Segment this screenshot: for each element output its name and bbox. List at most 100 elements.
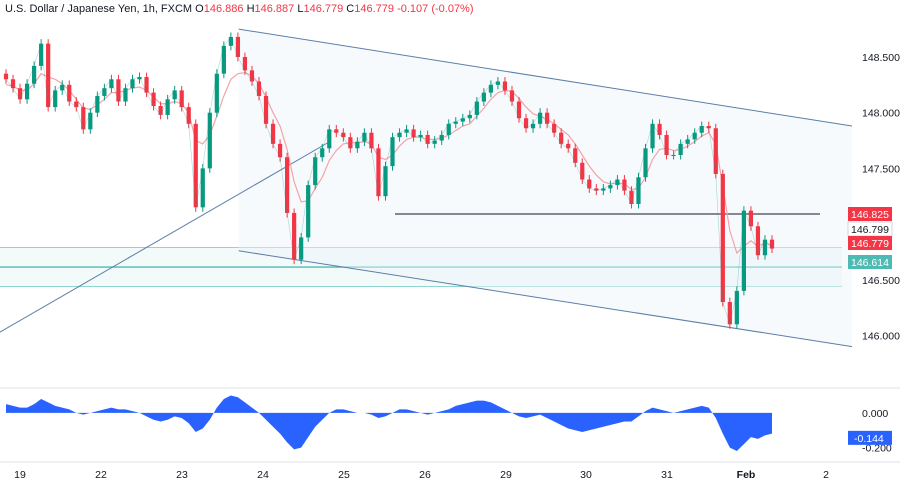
candle-body bbox=[327, 129, 332, 149]
candle bbox=[573, 143, 578, 168]
price-tick-label: 148.500 bbox=[862, 52, 900, 64]
candle-body bbox=[481, 92, 486, 102]
candle bbox=[263, 91, 269, 129]
candle bbox=[692, 128, 697, 144]
candle-body bbox=[446, 123, 451, 135]
candle-body bbox=[137, 77, 142, 80]
candle bbox=[144, 72, 149, 98]
candle bbox=[24, 79, 30, 104]
price-tag-box bbox=[848, 207, 892, 221]
candle bbox=[137, 72, 142, 84]
candle-body bbox=[214, 73, 219, 113]
candle bbox=[320, 143, 325, 162]
candle-body bbox=[95, 95, 100, 113]
candle bbox=[277, 139, 283, 162]
candle bbox=[636, 172, 641, 209]
candle bbox=[362, 128, 367, 147]
price-tag-label: 146.779 bbox=[851, 238, 889, 250]
candle bbox=[390, 132, 395, 171]
candle bbox=[537, 108, 543, 129]
candle-body bbox=[495, 81, 501, 85]
candle bbox=[397, 128, 402, 142]
candle-body bbox=[144, 77, 149, 93]
candle bbox=[32, 61, 37, 89]
candle-body bbox=[299, 237, 304, 260]
candle-body bbox=[502, 81, 508, 91]
candle-body bbox=[580, 162, 585, 180]
low-value: 146.779 bbox=[303, 3, 344, 15]
candle bbox=[81, 102, 86, 134]
candle bbox=[249, 65, 255, 86]
candle-body bbox=[727, 302, 732, 325]
candle-body bbox=[39, 43, 44, 66]
candle bbox=[495, 77, 501, 90]
candle bbox=[235, 32, 241, 62]
candle-body bbox=[755, 226, 761, 256]
candle-body bbox=[123, 88, 128, 102]
candle bbox=[481, 88, 486, 106]
candle-body bbox=[594, 188, 599, 191]
price-axis: 148.500 148.000 147.500 146.500 146.000 146.8… bbox=[847, 52, 900, 342]
candle-body bbox=[17, 88, 23, 100]
close-value: 146.779 bbox=[354, 3, 395, 15]
candle bbox=[292, 208, 297, 265]
candle-body bbox=[109, 79, 114, 89]
candle-body bbox=[397, 132, 402, 138]
candle-body bbox=[425, 134, 430, 144]
candle bbox=[622, 175, 627, 196]
candle bbox=[552, 119, 557, 138]
candle bbox=[516, 97, 522, 123]
price-tag-box bbox=[848, 236, 892, 250]
candle-body bbox=[341, 132, 346, 138]
candle-body bbox=[566, 143, 571, 149]
candle bbox=[242, 52, 248, 75]
candle-body bbox=[242, 56, 248, 71]
candle bbox=[720, 169, 725, 307]
time-tick-label: 2 bbox=[823, 469, 829, 481]
candle-body bbox=[221, 45, 226, 74]
candle-body bbox=[207, 112, 212, 169]
price-tag: 146.614 bbox=[848, 255, 892, 269]
channel-fill bbox=[238, 29, 852, 347]
candle-body bbox=[509, 90, 515, 102]
candle bbox=[699, 121, 704, 138]
candle bbox=[629, 186, 634, 209]
candle-body bbox=[263, 95, 269, 124]
candle-body bbox=[608, 185, 613, 189]
candle bbox=[256, 77, 262, 101]
candle-body bbox=[46, 43, 51, 108]
candle bbox=[95, 91, 100, 118]
candle-body bbox=[474, 101, 479, 115]
candle-body bbox=[348, 137, 353, 149]
candle bbox=[186, 102, 191, 129]
candle bbox=[678, 139, 683, 160]
candle bbox=[3, 69, 9, 84]
candle bbox=[172, 85, 177, 104]
candle bbox=[474, 97, 479, 120]
candle-body bbox=[467, 114, 472, 119]
candle-body bbox=[320, 148, 325, 158]
candle bbox=[566, 139, 571, 153]
candles bbox=[3, 32, 775, 329]
candle bbox=[769, 235, 775, 254]
candle bbox=[734, 286, 739, 329]
candle-body bbox=[165, 99, 170, 115]
candle bbox=[341, 128, 346, 142]
candle-body bbox=[657, 123, 662, 135]
time-tick-label: 31 bbox=[661, 469, 673, 481]
price-tick-label: 147.500 bbox=[862, 163, 900, 175]
price-tag-label: 146.799 bbox=[851, 224, 889, 236]
candle-body bbox=[678, 143, 683, 156]
price-tag: 146.779 bbox=[848, 236, 892, 250]
candle-body bbox=[713, 128, 718, 174]
price-tag-label: 146.825 bbox=[851, 209, 889, 221]
price-tag-label: 146.614 bbox=[851, 257, 889, 269]
open-value: 146.886 bbox=[203, 3, 244, 15]
candle-body bbox=[306, 185, 311, 238]
oscillator-area bbox=[6, 395, 772, 452]
candle-body bbox=[158, 105, 163, 115]
candle bbox=[453, 117, 458, 129]
candle-body bbox=[292, 212, 297, 260]
candle-body bbox=[537, 112, 543, 124]
